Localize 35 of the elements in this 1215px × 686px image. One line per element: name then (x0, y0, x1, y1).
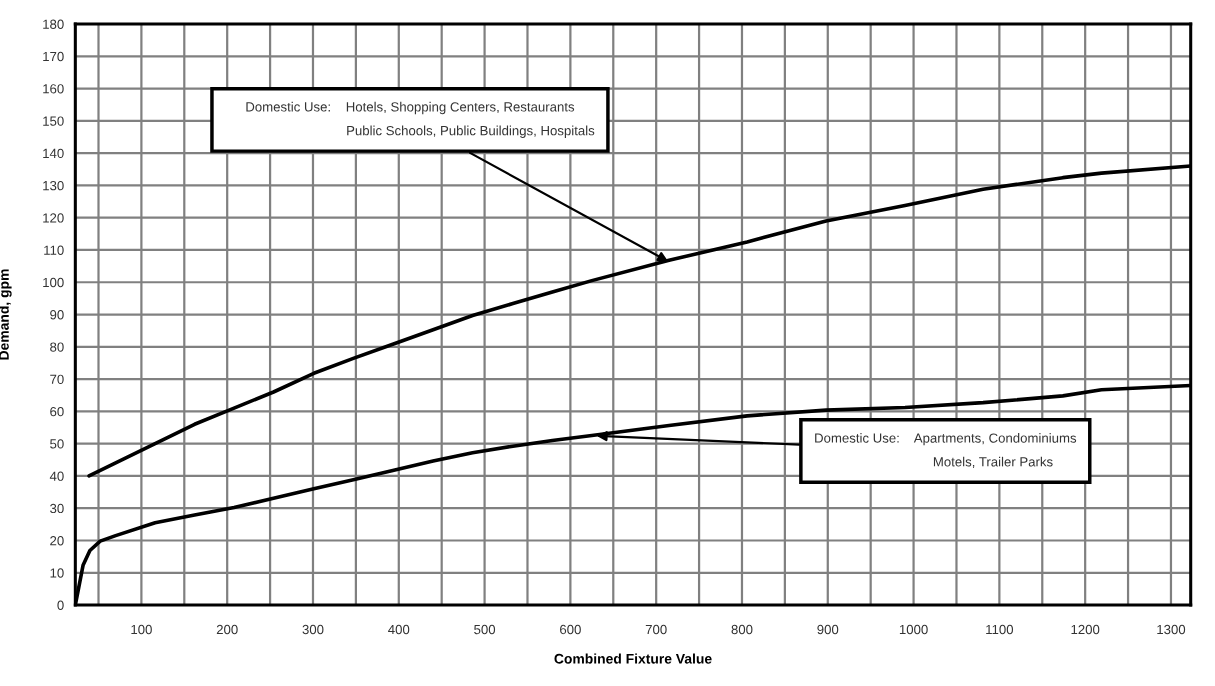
y-tick-label: 10 (50, 568, 64, 578)
y-tick-label: 30 (50, 503, 64, 514)
y-tick-label: 150 (43, 116, 64, 126)
x-tick-label: 1100 (986, 624, 1014, 635)
x-axis-title: Combined Fixture Value (554, 653, 712, 664)
annotation: Domestic Use: Hotels, Shopping Centers, Restaurants Public Schools, Public Buildings, Hospitals (246, 101, 595, 138)
y-tick-label: 20 (50, 536, 64, 546)
annotation: Domestic Use: Apartments, Condominiums Motels, Trailer Parks (815, 433, 1077, 469)
y-tick-label: 0 (57, 600, 64, 610)
y-tick-label: 160 (43, 84, 64, 94)
y-tick-label: 80 (50, 342, 64, 352)
y-tick-label: 140 (43, 148, 64, 159)
y-tick-label: 50 (50, 439, 64, 449)
y-tick-label: 90 (50, 310, 64, 320)
y-tick-label: 130 (43, 180, 64, 191)
x-tick-label: 1300 (1157, 624, 1186, 635)
y-tick-label: 110 (44, 245, 64, 255)
y-tick-label: 170 (43, 51, 64, 62)
x-tick-label: 100 (131, 624, 152, 635)
x-tick-label: 600 (560, 624, 581, 635)
y-tick-label: 120 (43, 213, 64, 223)
x-tick-label: 300 (302, 624, 324, 635)
y-tick-label: 70 (50, 374, 64, 384)
x-tick-label: 1000 (899, 624, 928, 635)
x-tick-label: 500 (474, 624, 496, 635)
x-tick-label: 200 (216, 624, 238, 635)
x-tick-label: 1200 (1071, 624, 1100, 635)
y-tick-label: 40 (49, 471, 64, 481)
x-tick-label: 800 (731, 624, 753, 635)
x-tick-label: 700 (645, 624, 667, 635)
x-tick-label: 900 (817, 624, 839, 635)
y-tick-label: 100 (43, 277, 64, 288)
y-tick-label: 60 (50, 406, 64, 417)
y-tick-label: 180 (43, 19, 64, 29)
x-tick-label: 400 (388, 624, 410, 635)
